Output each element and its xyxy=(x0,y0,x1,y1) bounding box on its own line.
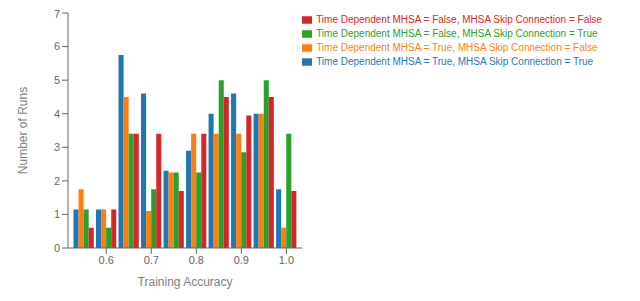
svg-text:0: 0 xyxy=(54,242,60,254)
html-text:Time Dependent MHSA = True, MH: Time Dependent MHSA = True, MHSA Skip Co… xyxy=(316,42,598,53)
html-text:Time Dependent MHSA = False, M: Time Dependent MHSA = False, MHSA Skip C… xyxy=(316,28,598,39)
svg-text:1.0: 1.0 xyxy=(279,254,294,266)
svg-text:Number of Runs: Number of Runs xyxy=(16,87,30,174)
svg-text:0.9: 0.9 xyxy=(234,254,249,266)
svg-text:4: 4 xyxy=(54,108,60,120)
svg-text:5: 5 xyxy=(54,74,60,86)
svg-text:7: 7 xyxy=(54,8,60,20)
html-text:Time Dependent MHSA = False, M: Time Dependent MHSA = False, MHSA Skip C… xyxy=(316,14,602,25)
svg-text:2: 2 xyxy=(54,175,60,187)
html-text:Time Dependent MHSA = True, MH: Time Dependent MHSA = True, MHSA Skip Co… xyxy=(316,56,594,67)
svg-text:0.8: 0.8 xyxy=(189,254,204,266)
svg-text:Training Accuracy: Training Accuracy xyxy=(138,275,233,289)
svg-text:0.7: 0.7 xyxy=(144,254,159,266)
svg-text:6: 6 xyxy=(54,40,60,52)
svg-text:3: 3 xyxy=(54,141,60,153)
svg-text:1: 1 xyxy=(54,208,60,220)
svg-text:0.6: 0.6 xyxy=(99,254,114,266)
